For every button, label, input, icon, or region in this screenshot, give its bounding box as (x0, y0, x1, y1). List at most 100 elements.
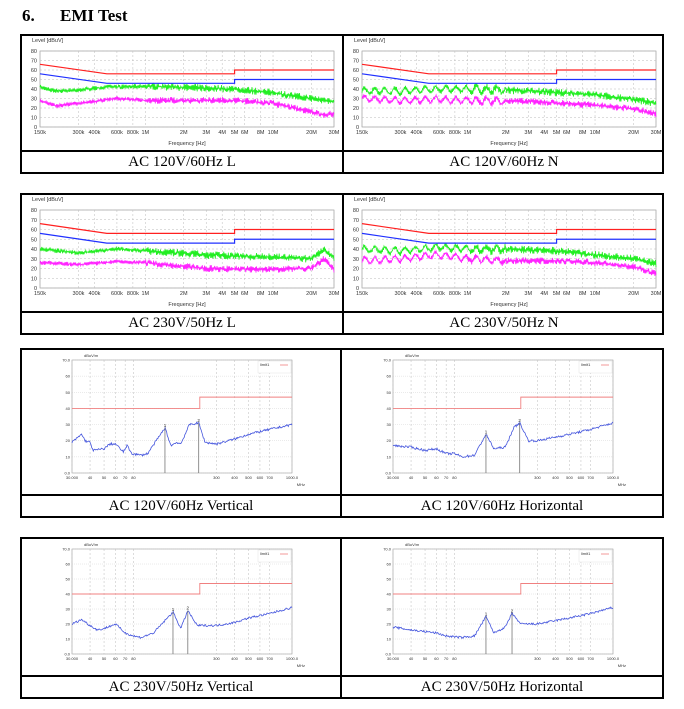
y-tick-label: 30 (353, 257, 359, 263)
y-tick-label: 20 (387, 438, 392, 443)
x-tick-label: 400 (552, 656, 559, 661)
x-tick-label: 40 (409, 656, 414, 661)
x-unit-label: MHz (297, 663, 305, 668)
trace-peak (39, 82, 335, 105)
x-tick-label: 80 (452, 475, 457, 480)
x-tick-label: 8M (257, 291, 265, 297)
chart-conducted-120v-neutral: 150k 300k 400k 600k 800k 1M 2M 3M 4M 5M 6M 8M 10M 20M… (353, 38, 662, 147)
x-tick-label: 1M (463, 130, 471, 136)
x-tick-label: 150k (34, 130, 46, 136)
x-tick-label: 10M (590, 291, 601, 297)
y-tick-label: 80 (353, 208, 359, 214)
y-tick-label: 0 (34, 286, 37, 292)
x-tick-label: 600 (257, 475, 264, 480)
y-tick-label: 30 (66, 422, 71, 427)
x-axis-label: Frequency [Hz] (490, 302, 528, 308)
x-tick-label: 700 (587, 475, 594, 480)
marker-label: 1 (172, 607, 175, 612)
y-tick-label: 50 (31, 237, 37, 243)
y-tick-label: 70 (353, 59, 359, 65)
x-tick-label: 30M (651, 291, 662, 297)
avg-limit-line (39, 232, 334, 244)
y-tick-label: 70.0 (383, 547, 392, 552)
x-tick-label: 300 (534, 656, 541, 661)
cell-230v-horizontal: 30.000 40 50 60 70 80 300 400 500 600 700 1000.0 0.0… (342, 539, 662, 697)
cell-120v-vertical: 30.000 40 50 60 70 80 300 400 500 600 700 1000.0 0.0… (22, 350, 342, 516)
x-tick-label: 1000.0 (607, 656, 620, 661)
x-tick-label: 60 (113, 656, 118, 661)
y-tick-label: 10 (353, 276, 359, 282)
y-tick-label: 10 (66, 454, 71, 459)
y-tick-label: 0.0 (385, 471, 391, 476)
caption: AC 120V/60Hz Vertical (108, 498, 254, 514)
x-tick-label: 50 (423, 656, 428, 661)
y-tick-label: 70 (31, 218, 37, 224)
y-tick-label: 0 (34, 125, 37, 131)
chart-radiated-230v-vertical: 30.000 40 50 60 70 80 300 400 500 600 700 1000.0 0.0… (62, 542, 305, 668)
x-tick-label: 300k (394, 291, 406, 297)
cell-120v-line: 150k 300k 400k 600k 800k 1M 2M 3M 4M 5M 6M 8M 10M 20M… (22, 36, 344, 172)
x-tick-label: 60 (434, 475, 439, 480)
x-unit-label: MHz (618, 663, 626, 668)
x-tick-label: 4M (218, 130, 226, 136)
trace-peak (39, 246, 335, 263)
x-tick-label: 150k (34, 291, 46, 297)
legend-box (578, 360, 613, 374)
x-tick-label: 600k (433, 291, 445, 297)
y-axis-label: Level [dBuV] (354, 38, 386, 44)
x-tick-label: 600 (257, 656, 264, 661)
x-tick-label: 300 (534, 475, 541, 480)
trace-peak (361, 242, 657, 268)
x-tick-label: 60 (113, 475, 118, 480)
y-tick-label: 20 (66, 438, 71, 443)
x-tick-label: 30M (329, 130, 340, 136)
y-tick-label: 60 (31, 68, 37, 74)
x-tick-label: 5M (553, 130, 561, 136)
y-tick-label: 50 (353, 237, 359, 243)
x-tick-label: 1000.0 (286, 656, 299, 661)
x-tick-label: 700 (266, 475, 273, 480)
x-tick-label: 500 (245, 475, 252, 480)
x-tick-label: 150k (356, 291, 368, 297)
chart-radiated-230v-horizontal: 30.000 40 50 60 70 80 300 400 500 600 700 1000.0 0.0… (383, 542, 626, 668)
y-tick-label: 60 (353, 228, 359, 234)
y-tick-label: 40 (353, 87, 359, 93)
x-tick-label: 40 (88, 475, 93, 480)
x-tick-label: 80 (131, 656, 136, 661)
x-tick-label: 20M (306, 130, 317, 136)
y-tick-label: 20 (66, 622, 71, 627)
x-tick-label: 500 (566, 475, 573, 480)
x-tick-label: 80 (452, 656, 457, 661)
marker-label: 1 (485, 612, 488, 617)
y-tick-label: 50 (31, 78, 37, 84)
x-tick-label: 8M (579, 130, 587, 136)
chart-conducted-230v-line: 150k 300k 400k 600k 800k 1M 2M 3M 4M 5M 6M 8M 10M 20M… (31, 197, 340, 308)
x-tick-label: 8M (257, 130, 265, 136)
limit-line (393, 396, 613, 409)
x-tick-label: 20M (306, 291, 317, 297)
chart-radiated-120v-horizontal: 30.000 40 50 60 70 80 300 400 500 600 700 1000.0 0.0… (383, 353, 626, 487)
plot-area (71, 359, 293, 474)
y-tick-label: 40 (31, 87, 37, 93)
y-tick-label: 70.0 (62, 547, 71, 552)
y-tick-label: 30 (31, 97, 37, 103)
x-tick-label: 10M (268, 291, 279, 297)
y-tick-label: 70.0 (383, 358, 392, 363)
x-tick-label: 500 (566, 656, 573, 661)
caption: AC 230V/50Hz L (128, 315, 236, 331)
cell-230v-neutral: 150k 300k 400k 600k 800k 1M 2M 3M 4M 5M 6M 8M 10M 20M… (344, 195, 664, 333)
x-tick-label: 30M (651, 130, 662, 136)
x-axis-label: Frequency [Hz] (168, 302, 206, 308)
x-tick-label: 2M (180, 291, 188, 297)
x-tick-label: 50 (423, 475, 428, 480)
plot-area (392, 359, 614, 474)
x-tick-label: 600k (111, 291, 123, 297)
legend-box (578, 549, 613, 563)
plot-area (71, 548, 293, 655)
chart-radiated-120v-vertical: 30.000 40 50 60 70 80 300 400 500 600 700 1000.0 0.0… (62, 353, 305, 487)
x-tick-label: 70 (123, 656, 128, 661)
y-tick-label: 20 (31, 106, 37, 112)
x-axis-label: Frequency [Hz] (490, 141, 528, 147)
y-tick-label: 50 (66, 577, 71, 582)
x-tick-label: 30.000 (387, 656, 400, 661)
